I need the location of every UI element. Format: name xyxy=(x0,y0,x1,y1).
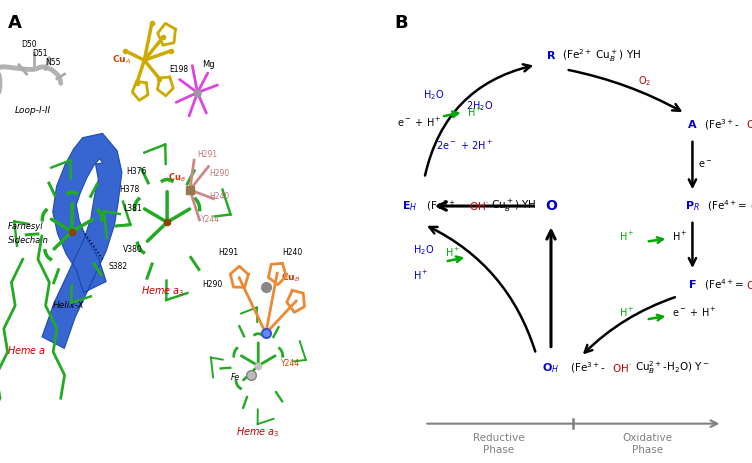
Text: Cu$_B^{2+}$-H$_2$O) Y$^-$: Cu$_B^{2+}$-H$_2$O) Y$^-$ xyxy=(635,360,710,376)
Text: H240: H240 xyxy=(209,192,229,201)
Text: H$^+$: H$^+$ xyxy=(619,306,635,319)
Text: 2H$_2$O: 2H$_2$O xyxy=(466,100,493,113)
Text: (Fe$^{4+}$=: (Fe$^{4+}$= xyxy=(708,199,747,213)
Text: H291: H291 xyxy=(198,150,217,159)
Text: 2e$^-$ + 2H$^+$: 2e$^-$ + 2H$^+$ xyxy=(436,139,493,152)
Text: Heme $a_3$: Heme $a_3$ xyxy=(141,284,185,298)
Text: H378: H378 xyxy=(119,185,139,194)
Text: e$^-$ + H$^+$: e$^-$ + H$^+$ xyxy=(396,116,441,129)
Text: Reductive
Phase: Reductive Phase xyxy=(473,433,525,455)
Text: Y244: Y244 xyxy=(281,359,300,368)
Text: O$_2$: O$_2$ xyxy=(638,74,652,88)
Text: Cu$_B$: Cu$_B$ xyxy=(281,271,300,284)
Text: O$^{2-}$: O$^{2-}$ xyxy=(750,199,752,213)
Text: (Fe$^{4+}$=: (Fe$^{4+}$= xyxy=(704,277,744,292)
Text: H$^+$: H$^+$ xyxy=(672,230,687,243)
Text: V380: V380 xyxy=(123,245,143,254)
Text: D50: D50 xyxy=(21,40,37,49)
Text: P$_R$: P$_R$ xyxy=(685,199,700,213)
Text: H$_2$O: H$_2$O xyxy=(414,243,435,257)
Text: O: O xyxy=(545,199,557,213)
Text: Cu$_A$: Cu$_A$ xyxy=(112,54,131,66)
Text: H290: H290 xyxy=(209,169,229,178)
Text: (Fe$^{2+}$ Cu$_B^+$) YH: (Fe$^{2+}$ Cu$_B^+$) YH xyxy=(562,47,641,64)
Text: H$_2$O: H$_2$O xyxy=(423,88,444,102)
Text: O$_H$: O$_H$ xyxy=(542,361,559,375)
Text: R: R xyxy=(547,50,555,61)
Text: E198: E198 xyxy=(169,65,188,74)
Text: Heme $a_3$: Heme $a_3$ xyxy=(236,425,280,439)
Text: Fe: Fe xyxy=(231,373,240,382)
Text: S382: S382 xyxy=(108,262,127,270)
Text: F: F xyxy=(689,280,696,290)
Text: E$_H$: E$_H$ xyxy=(402,199,417,213)
Text: O$_2^-$: O$_2^-$ xyxy=(747,118,752,132)
Text: H$^+$: H$^+$ xyxy=(467,106,483,119)
Text: OH$^{\cdot}$: OH$^{\cdot}$ xyxy=(612,362,632,374)
Text: e$^-$ + H$^+$: e$^-$ + H$^+$ xyxy=(672,306,717,319)
Text: (Fe$^{3+}$-: (Fe$^{3+}$- xyxy=(426,199,462,213)
Text: Oxidative
Phase: Oxidative Phase xyxy=(623,433,673,455)
Text: H$^+$: H$^+$ xyxy=(445,246,460,259)
Text: A: A xyxy=(688,120,697,130)
Text: O$^{2-}$: O$^{2-}$ xyxy=(747,278,752,292)
Text: (Fe$^{3+}$-: (Fe$^{3+}$- xyxy=(704,118,739,132)
Text: H$^+$: H$^+$ xyxy=(619,230,635,243)
Text: Sidechain: Sidechain xyxy=(8,236,48,245)
Text: Y244: Y244 xyxy=(202,215,220,224)
Text: N55: N55 xyxy=(46,58,61,67)
Text: Helix-X: Helix-X xyxy=(53,301,85,310)
Text: Mg: Mg xyxy=(202,60,215,69)
Text: H290: H290 xyxy=(202,280,223,289)
Text: Cu$_B$: Cu$_B$ xyxy=(168,172,186,184)
Text: H291: H291 xyxy=(218,248,238,257)
Text: H376: H376 xyxy=(126,167,147,175)
Text: A: A xyxy=(8,14,22,32)
Text: OH$^{\cdot}$: OH$^{\cdot}$ xyxy=(469,200,489,212)
Text: (Fe$^{3+}$-: (Fe$^{3+}$- xyxy=(569,361,605,375)
Text: H240: H240 xyxy=(282,248,302,257)
Polygon shape xyxy=(42,133,122,349)
Text: Loop-I-II: Loop-I-II xyxy=(15,106,51,115)
Text: B: B xyxy=(395,14,408,32)
Text: Farnesyl: Farnesyl xyxy=(8,222,43,231)
Text: D51: D51 xyxy=(32,49,48,58)
Text: H$^+$: H$^+$ xyxy=(414,269,429,282)
Text: Cu$_B^+$) YH: Cu$_B^+$) YH xyxy=(492,198,537,214)
Text: Heme $a$: Heme $a$ xyxy=(7,344,46,356)
Text: L381: L381 xyxy=(123,204,142,213)
Text: e$^-$: e$^-$ xyxy=(698,159,712,170)
